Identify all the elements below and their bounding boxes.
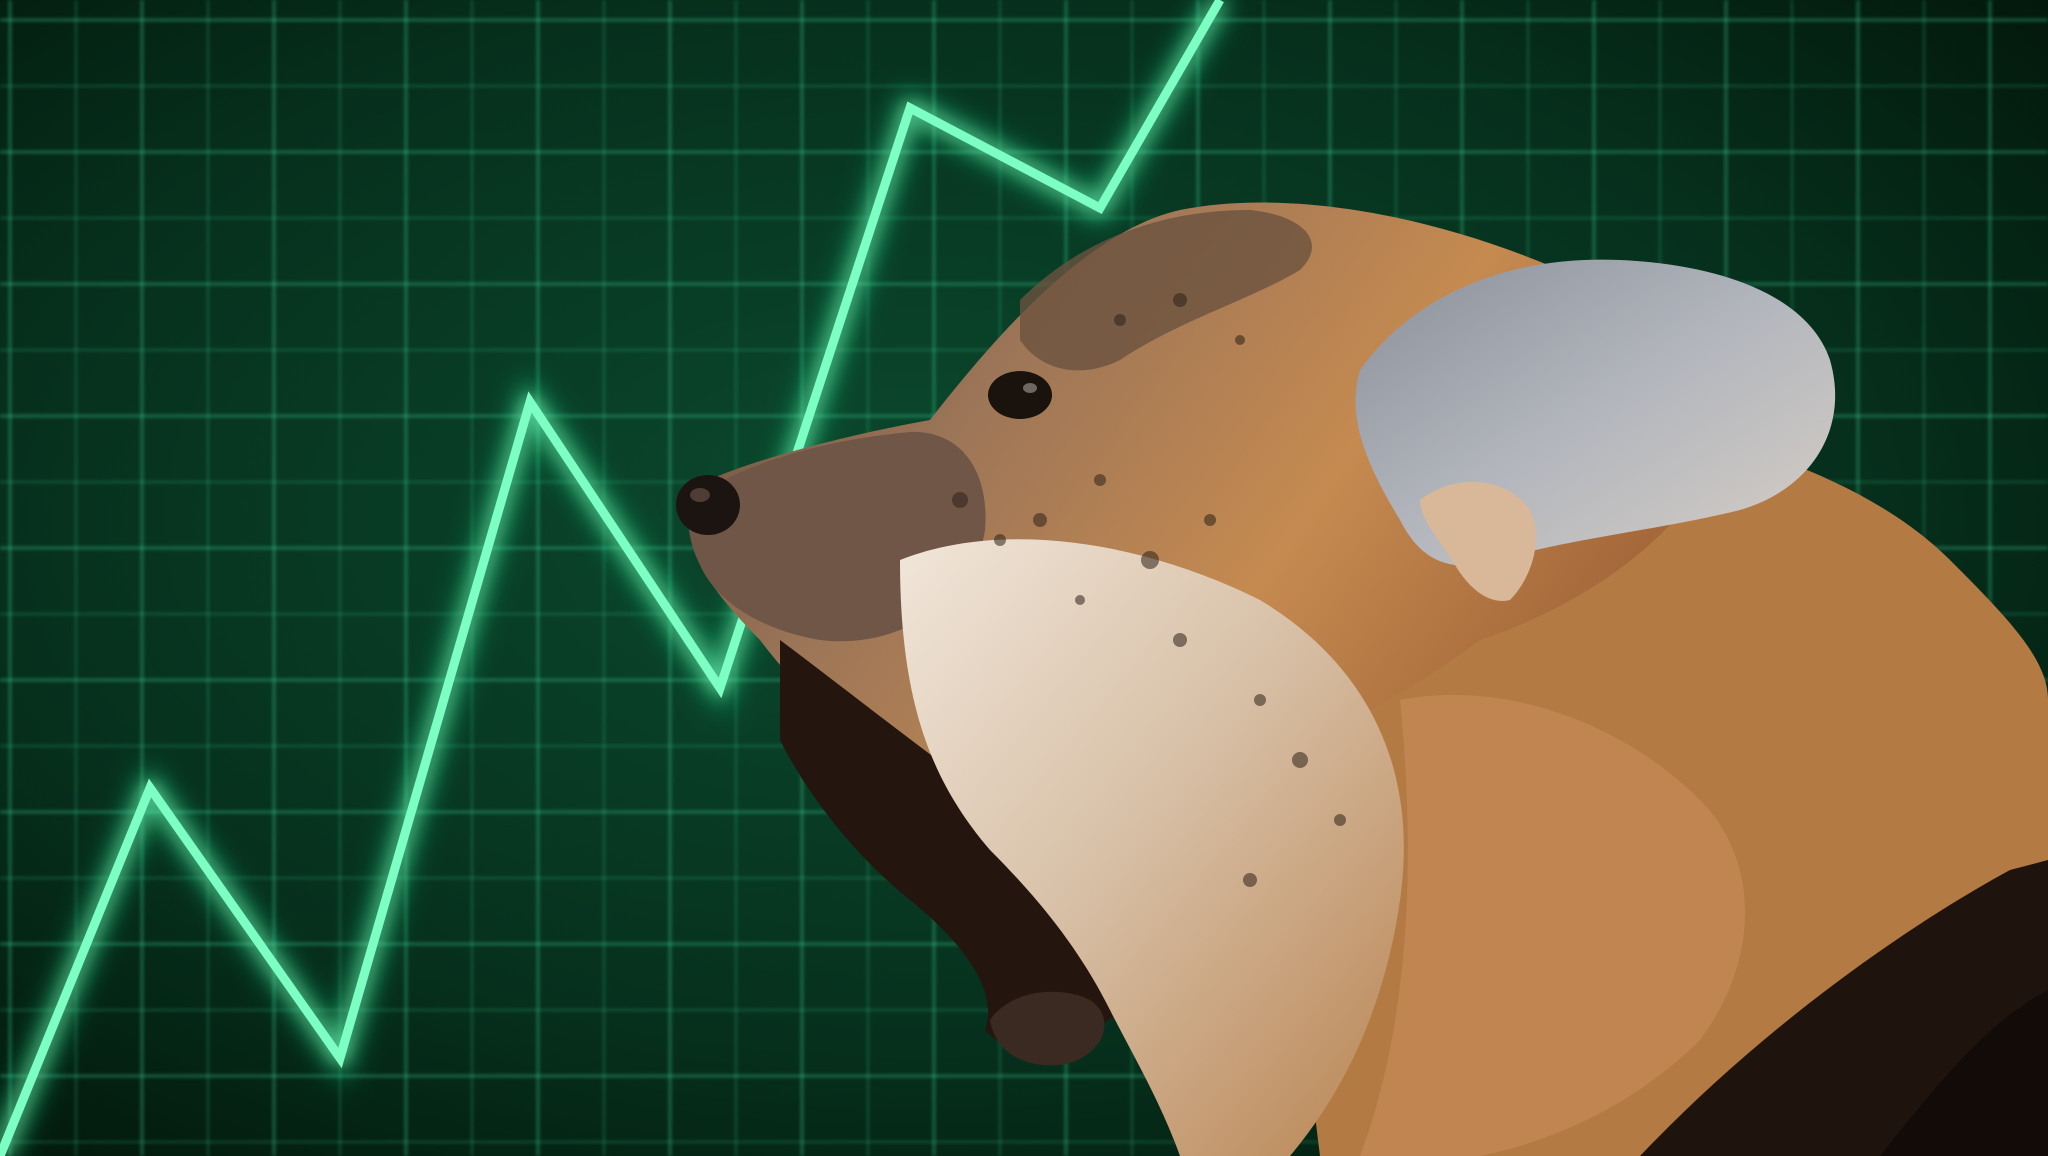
trend-line [0, 0, 1224, 1156]
dog-nose-highlight [690, 488, 710, 502]
dog-eye [988, 371, 1052, 419]
dog-throat [900, 539, 1404, 1156]
dog-neck-shading [1360, 694, 1745, 1156]
dog-collar-shadow [1880, 990, 2048, 1156]
dog-open-mouth [780, 640, 1132, 1048]
dog-forehead [1020, 210, 1312, 371]
dog-lower-jaw [990, 991, 1105, 1066]
dog-fur-speckles [952, 293, 1346, 887]
dog [676, 202, 2048, 1156]
dog-nose [676, 475, 740, 535]
dog-eye-shine [1023, 383, 1037, 393]
dog-ear-inner [1420, 481, 1537, 601]
